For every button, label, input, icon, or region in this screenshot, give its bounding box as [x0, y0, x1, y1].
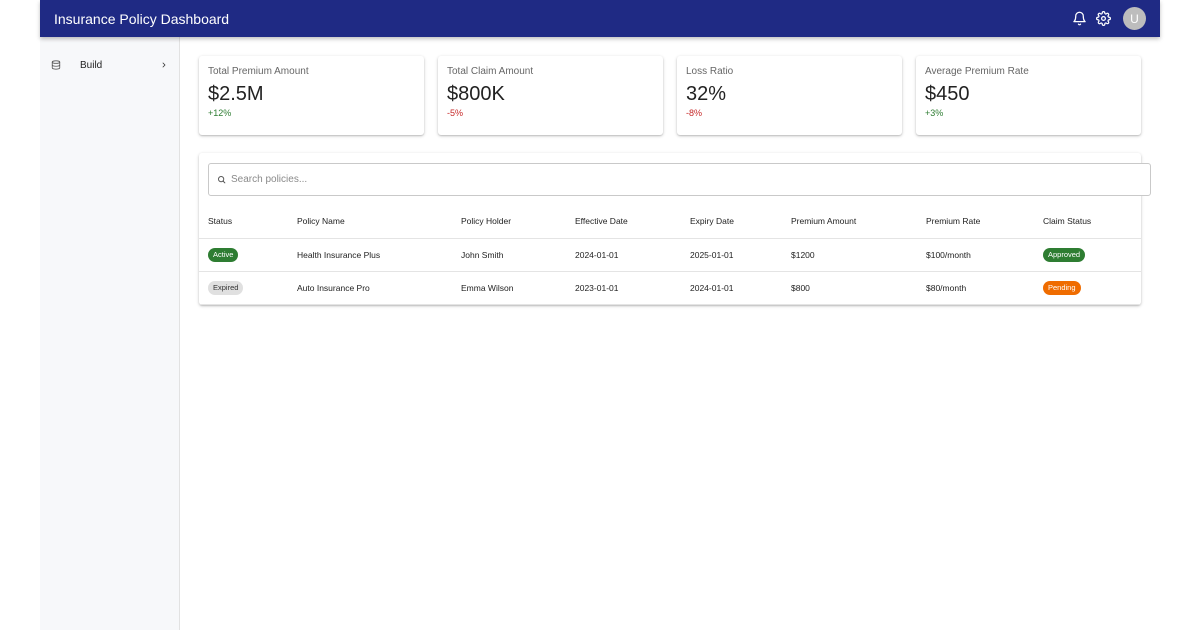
claim-status-cell: Approved — [1034, 238, 1141, 272]
settings-button[interactable] — [1091, 7, 1115, 31]
table-header-row: Status Policy Name Policy Holder Effecti… — [199, 205, 1141, 239]
metric-change: -8% — [686, 108, 703, 118]
sidebar: Build — [40, 37, 180, 630]
search-box — [208, 163, 1151, 196]
column-header-effective-date[interactable]: Effective Date — [566, 205, 681, 239]
metric-change: -5% — [447, 108, 464, 118]
policies-table-panel: Status Policy Name Policy Holder Effecti… — [199, 153, 1151, 305]
metric-value: 32% — [686, 83, 727, 105]
chevron-right-icon — [159, 60, 169, 70]
claim-status-badge: Pending — [1043, 280, 1081, 295]
column-header-premium-amount[interactable]: Premium Amount — [782, 205, 917, 239]
claim-status-badge: Approved — [1043, 247, 1086, 262]
status-badge: Active — [208, 247, 239, 262]
policy-holder-cell: Emma Wilson — [452, 271, 566, 305]
column-header-status[interactable]: Status — [199, 205, 288, 239]
column-header-premium-rate[interactable]: Premium Rate — [917, 205, 1034, 239]
column-header-policy-name[interactable]: Policy Name — [288, 205, 452, 239]
database-icon — [50, 59, 62, 71]
metric-change: +12% — [208, 108, 232, 118]
app-window: Insurance Policy Dashboard U — [40, 0, 1160, 630]
status-cell: Expired — [199, 271, 288, 305]
app-title: Insurance Policy Dashboard — [54, 10, 230, 27]
search-input[interactable] — [231, 174, 1142, 185]
metric-change: +3% — [925, 108, 944, 118]
effective-date-cell: 2023-01-01 — [566, 271, 681, 305]
premium-amount-cell: $1200 — [782, 238, 917, 272]
metric-value: $450 — [925, 83, 970, 105]
metric-card-total-premium: Total Premium Amount $2.5M +12% — [199, 56, 424, 135]
app-bar-actions: U — [1067, 7, 1146, 31]
status-cell: Active — [199, 238, 288, 272]
table-row[interactable]: Active Health Insurance Plus John Smith … — [199, 238, 1141, 272]
app-bar: Insurance Policy Dashboard U — [40, 0, 1160, 37]
expiry-date-cell: 2025-01-01 — [681, 238, 782, 272]
metric-card-loss-ratio: Loss Ratio 32% -8% — [677, 56, 902, 135]
metric-label: Loss Ratio — [686, 66, 734, 77]
premium-amount-cell: $800 — [782, 271, 917, 305]
metric-label: Total Claim Amount — [447, 66, 534, 77]
policy-name-cell: Auto Insurance Pro — [288, 271, 452, 305]
sidebar-item-build[interactable]: Build — [40, 54, 179, 76]
notifications-button[interactable] — [1067, 7, 1091, 31]
search-icon — [217, 175, 227, 185]
metric-cards: Total Premium Amount $2.5M +12% Total Cl… — [199, 56, 1141, 135]
column-header-expiry-date[interactable]: Expiry Date — [681, 205, 782, 239]
table-row[interactable]: Expired Auto Insurance Pro Emma Wilson 2… — [199, 271, 1141, 305]
metric-card-average-premium-rate: Average Premium Rate $450 +3% — [916, 56, 1141, 135]
bell-icon — [1072, 11, 1086, 26]
column-header-claim-status[interactable]: Claim Status — [1034, 205, 1141, 239]
status-badge: Expired — [208, 280, 244, 295]
sidebar-item-label: Build — [80, 59, 103, 71]
policy-name-cell: Health Insurance Plus — [288, 238, 452, 272]
metric-value: $800K — [447, 83, 505, 105]
column-header-policy-holder[interactable]: Policy Holder — [452, 205, 566, 239]
user-avatar[interactable]: U — [1123, 7, 1146, 30]
expiry-date-cell: 2024-01-01 — [681, 271, 782, 305]
metric-label: Total Premium Amount — [208, 66, 309, 77]
metric-value: $2.5M — [208, 83, 264, 105]
gear-icon — [1095, 11, 1111, 26]
metric-label: Average Premium Rate — [925, 66, 1029, 77]
metric-card-total-claim: Total Claim Amount $800K -5% — [438, 56, 663, 135]
policies-table: Status Policy Name Policy Holder Effecti… — [199, 205, 1141, 305]
premium-rate-cell: $80/month — [917, 271, 1034, 305]
premium-rate-cell: $100/month — [917, 238, 1034, 272]
policy-holder-cell: John Smith — [452, 238, 566, 272]
effective-date-cell: 2024-01-01 — [566, 238, 681, 272]
claim-status-cell: Pending — [1034, 271, 1141, 305]
